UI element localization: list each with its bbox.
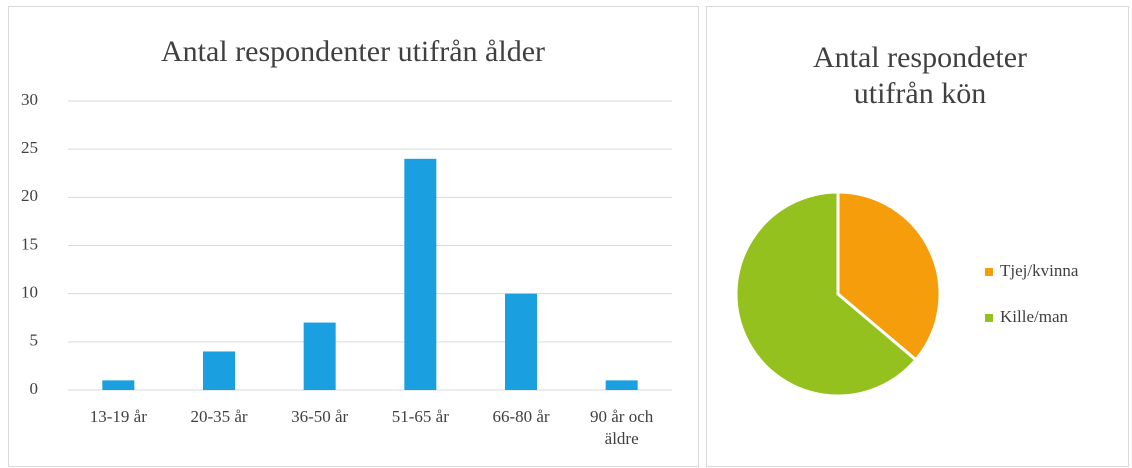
chart-title: Antal respondeter utifrån kön bbox=[812, 41, 1028, 110]
bar bbox=[102, 380, 135, 390]
x-tick-label: 20-35 år bbox=[190, 407, 248, 426]
bar-panel bbox=[8, 6, 699, 467]
pie-panel bbox=[706, 6, 1129, 467]
y-tick-label: 15 bbox=[21, 234, 38, 253]
bar bbox=[303, 322, 336, 390]
x-tick-label: 90 år och äldre bbox=[590, 407, 654, 448]
bar bbox=[203, 351, 235, 390]
y-tick-label: 25 bbox=[21, 138, 38, 157]
legend-swatch bbox=[985, 268, 993, 276]
y-tick-label: 10 bbox=[21, 283, 38, 302]
legend-swatch bbox=[985, 314, 993, 322]
y-tick-label: 5 bbox=[30, 331, 39, 350]
legend-label: Kille/man bbox=[1000, 307, 1068, 326]
chart-title: Antal respondenter utifrån ålder bbox=[160, 35, 545, 68]
legend-label: Tjej/kvinna bbox=[1000, 261, 1079, 280]
x-tick-label: 51-65 år bbox=[391, 407, 449, 426]
bar bbox=[605, 380, 638, 390]
x-tick-label: 36-50 år bbox=[291, 407, 349, 426]
bar bbox=[505, 293, 537, 390]
bar bbox=[404, 158, 437, 390]
y-tick-label: 20 bbox=[21, 186, 38, 205]
pie-slice bbox=[836, 190, 942, 362]
pie-slice bbox=[734, 190, 919, 398]
y-tick-label: 30 bbox=[21, 90, 38, 109]
y-tick-label: 0 bbox=[30, 379, 39, 398]
x-tick-label: 66-80 år bbox=[492, 407, 550, 426]
x-tick-label: 13-19 år bbox=[89, 407, 147, 426]
